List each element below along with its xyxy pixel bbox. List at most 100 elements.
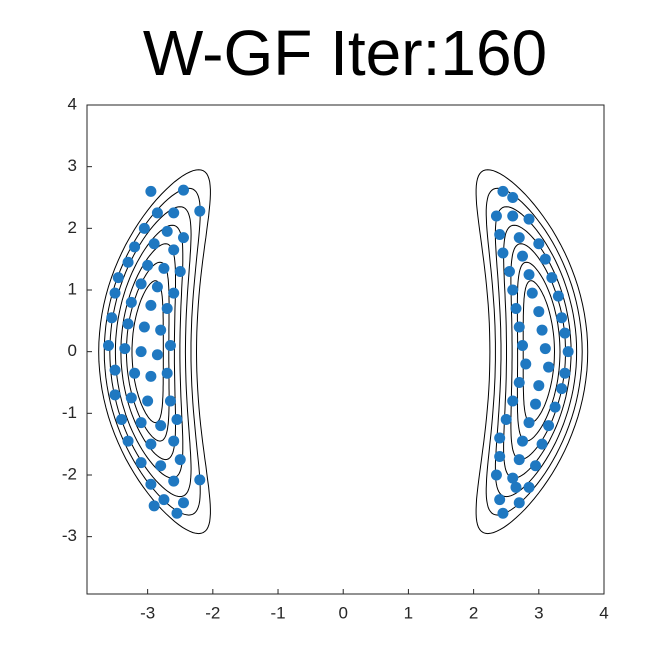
point — [533, 306, 545, 318]
point — [194, 205, 206, 217]
point — [536, 438, 548, 450]
point — [490, 210, 502, 222]
axes-box — [86, 104, 605, 595]
point — [135, 278, 147, 290]
point — [164, 395, 176, 407]
point — [142, 395, 154, 407]
point — [106, 312, 118, 324]
point — [158, 262, 170, 274]
point — [533, 380, 545, 392]
point — [559, 367, 571, 379]
point — [161, 302, 173, 314]
point — [497, 507, 509, 519]
y-tick-label: 2 — [68, 218, 77, 237]
point — [494, 228, 506, 240]
point — [155, 420, 167, 432]
contour-line — [109, 206, 192, 498]
point — [520, 358, 532, 370]
point — [556, 383, 568, 395]
y-tick-label: 3 — [68, 156, 77, 175]
y-tick-label: 1 — [68, 279, 77, 298]
point — [523, 481, 535, 493]
point — [161, 225, 173, 237]
x-tick-label: 4 — [599, 603, 608, 622]
x-tick-label: -2 — [205, 603, 220, 622]
point — [510, 481, 522, 493]
point — [164, 339, 176, 351]
point — [116, 413, 128, 425]
point — [151, 281, 163, 293]
point — [513, 376, 525, 388]
point — [151, 207, 163, 219]
point — [523, 213, 535, 225]
point — [148, 500, 160, 512]
point — [135, 457, 147, 469]
point — [168, 287, 180, 299]
point — [494, 450, 506, 462]
point — [526, 287, 538, 299]
point — [148, 238, 160, 250]
point — [507, 191, 519, 203]
point — [517, 250, 529, 262]
point — [145, 438, 157, 450]
point — [171, 413, 183, 425]
point — [174, 454, 186, 466]
x-tick-label: -1 — [270, 603, 285, 622]
point — [109, 287, 121, 299]
contour-line — [98, 169, 211, 535]
point — [507, 395, 519, 407]
contour-line — [485, 187, 583, 516]
x-tick-label: 3 — [534, 603, 543, 622]
point — [103, 339, 115, 351]
contour-line — [125, 261, 170, 442]
point — [168, 207, 180, 219]
point — [119, 343, 131, 355]
point — [145, 478, 157, 490]
contour-line — [503, 224, 572, 479]
point — [125, 296, 137, 308]
point — [523, 269, 535, 281]
point — [145, 370, 157, 382]
x-tick-label: 2 — [469, 603, 478, 622]
point — [490, 469, 502, 481]
point — [194, 474, 206, 486]
point — [171, 507, 183, 519]
y-tick-label: -3 — [62, 526, 77, 545]
point — [513, 232, 525, 244]
contour-line — [475, 169, 589, 535]
point — [168, 244, 180, 256]
point — [122, 256, 134, 268]
point — [168, 475, 180, 487]
point — [507, 210, 519, 222]
point — [145, 299, 157, 311]
point — [138, 321, 150, 333]
point — [549, 401, 561, 413]
point — [109, 389, 121, 401]
y-tick-label: -1 — [62, 403, 77, 422]
point — [125, 392, 137, 404]
point — [562, 346, 574, 358]
point — [543, 361, 555, 373]
point — [177, 232, 189, 244]
point — [559, 327, 571, 339]
point — [161, 367, 173, 379]
points — [103, 184, 574, 519]
y-tick-label: -2 — [62, 464, 77, 483]
contour-line — [522, 280, 556, 424]
y-tick-label: 4 — [68, 94, 77, 113]
point — [530, 460, 542, 472]
point — [539, 253, 551, 265]
point — [129, 367, 141, 379]
point — [494, 494, 506, 506]
point — [145, 185, 157, 197]
point — [539, 343, 551, 355]
point — [530, 398, 542, 410]
y-tick-label: 0 — [68, 341, 77, 360]
point — [168, 435, 180, 447]
contour-line — [516, 261, 561, 442]
point — [513, 454, 525, 466]
point — [122, 435, 134, 447]
x-tick-label: 0 — [338, 603, 347, 622]
